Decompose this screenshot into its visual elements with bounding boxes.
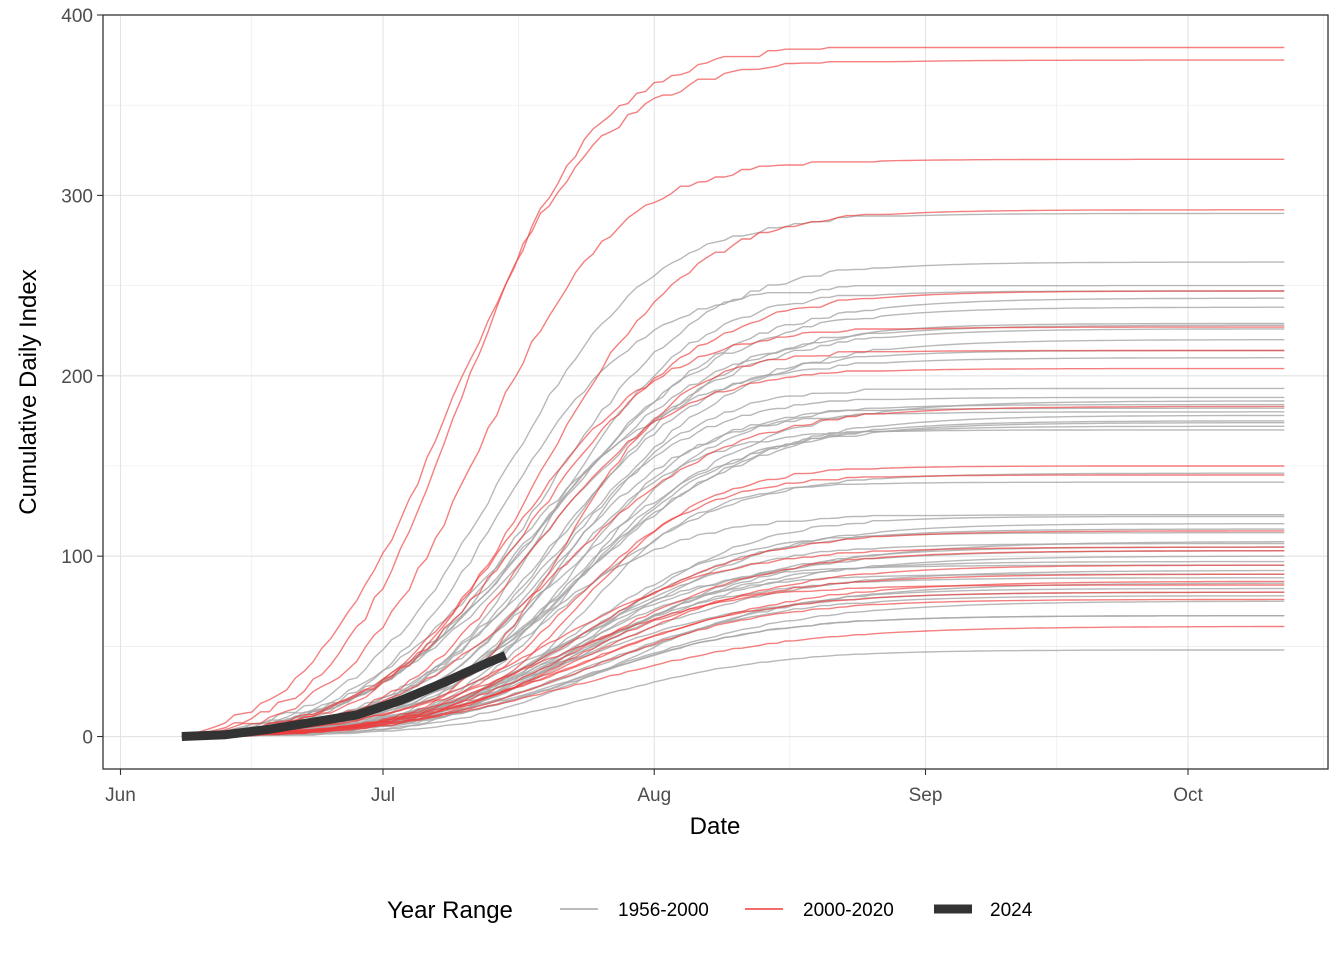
x-axis-title: Date — [690, 813, 741, 840]
series-1956-2000-0 — [181, 649, 1285, 738]
legend-title: Year Range — [387, 897, 513, 924]
x-tick-label-Sep: Sep — [909, 785, 943, 806]
y-tick-label-400: 400 — [61, 6, 93, 27]
x-tick-label-Jul: Jul — [371, 785, 395, 806]
series-2000-2020-18 — [181, 158, 1285, 738]
series-2000-2020-19 — [181, 59, 1285, 738]
y-axis-title: Cumulative Daily Index — [15, 269, 42, 514]
plot-panel-border — [102, 14, 1329, 770]
series-2000-2020-14 — [181, 349, 1285, 738]
series-2000-2020-17 — [181, 209, 1285, 738]
series-2000-2020-11 — [181, 465, 1285, 738]
series-1956-2000-23 — [181, 481, 1285, 738]
series-2000-2020-20 — [181, 46, 1285, 738]
series-2024 — [181, 651, 508, 741]
x-axis: Jun Jul Aug Sep Oct — [105, 769, 1203, 806]
series-1956-2000-42 — [181, 306, 1285, 738]
y-tick-label-300: 300 — [61, 186, 93, 207]
series-1956-2000-26 — [181, 425, 1285, 738]
series-1956-2000-46 — [181, 261, 1285, 738]
series-2000-2020-16 — [181, 290, 1285, 738]
y-tick-label-0: 0 — [82, 728, 93, 749]
series-1956-2000-36 — [181, 357, 1285, 738]
series-2000-2020-4 — [181, 580, 1285, 738]
x-tick-label-Aug: Aug — [637, 785, 671, 806]
series-2000-2020-10 — [181, 474, 1285, 738]
series-1956-2000-47 — [181, 212, 1285, 738]
y-tick-label-200: 200 — [61, 367, 93, 388]
legend-label-2000-2020: 2000-2020 — [803, 900, 894, 921]
series-1956-2000-40 — [181, 324, 1285, 738]
series-2000-2020-8 — [181, 546, 1285, 738]
y-axis: 0 100 200 300 400 — [61, 6, 103, 749]
series-1956-2000-45 — [181, 284, 1285, 738]
series-2000-2020-9 — [181, 530, 1285, 738]
legend-label-2024: 2024 — [990, 900, 1033, 921]
series-layer — [181, 46, 1285, 741]
series-1956-2000-38 — [181, 339, 1285, 738]
x-tick-label-Oct: Oct — [1173, 785, 1203, 806]
legend-label-1956-2000: 1956-2000 — [618, 900, 709, 921]
y-tick-label-100: 100 — [61, 547, 93, 568]
series-1956-2000-25 — [181, 429, 1285, 738]
x-tick-label-Jun: Jun — [105, 785, 136, 806]
series-2000-2020-7 — [181, 550, 1285, 738]
legend: Year Range 1956-2000 2000-2020 2024 — [387, 897, 1033, 924]
